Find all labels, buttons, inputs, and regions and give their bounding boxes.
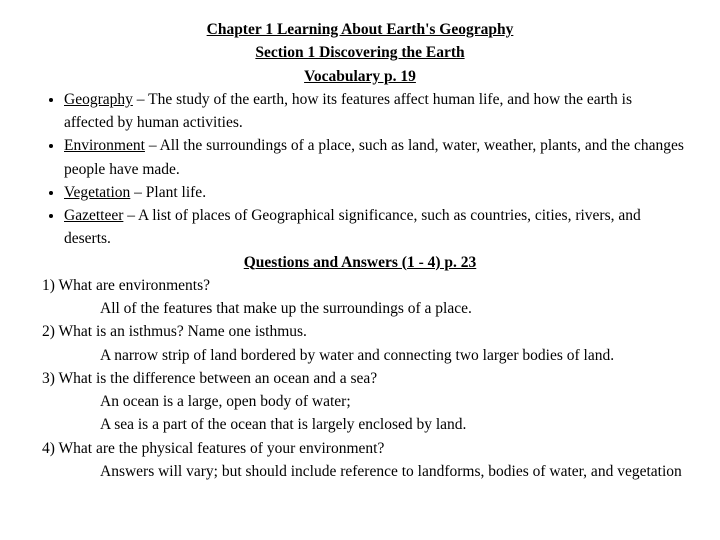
qa-question-text: What is the difference between an ocean … [59, 370, 378, 387]
vocab-item: Vegetation – Plant life. [64, 181, 684, 204]
vocab-term: Vegetation [64, 184, 130, 201]
vocab-list: Geography – The study of the earth, how … [36, 88, 684, 251]
section-title: Section 1 Discovering the Earth [36, 41, 684, 64]
vocab-definition: – Plant life. [130, 184, 206, 201]
vocab-term: Environment [64, 137, 145, 154]
vocab-heading: Vocabulary p. 19 [36, 65, 684, 88]
vocab-definition: – The study of the earth, how its featur… [64, 91, 632, 131]
qa-answer: A sea is a part of the ocean that is lar… [36, 413, 684, 436]
vocab-item: Geography – The study of the earth, how … [64, 88, 684, 135]
qa-number: 2) [42, 323, 55, 340]
qa-question: 3) What is the difference between an oce… [36, 367, 684, 390]
qa-question: 1) What are environments? [36, 274, 684, 297]
qa-answer: All of the features that make up the sur… [36, 297, 684, 320]
qa-answer: A narrow strip of land bordered by water… [36, 344, 684, 367]
chapter-title: Chapter 1 Learning About Earth's Geograp… [36, 18, 684, 41]
vocab-item: Environment – All the surroundings of a … [64, 134, 684, 181]
qa-question: 4) What are the physical features of you… [36, 437, 684, 460]
qa-question-text: What are the physical features of your e… [59, 440, 385, 457]
qa-number: 1) [42, 277, 55, 294]
qa-question-text: What is an isthmus? Name one isthmus. [59, 323, 307, 340]
qa-question-text: What are environments? [59, 277, 211, 294]
vocab-term: Gazetteer [64, 207, 123, 224]
vocab-term: Geography [64, 91, 133, 108]
vocab-definition: – A list of places of Geographical signi… [64, 207, 641, 247]
vocab-item: Gazetteer – A list of places of Geograph… [64, 204, 684, 251]
qa-heading: Questions and Answers (1 - 4) p. 23 [36, 251, 684, 274]
qa-answer: Answers will vary; but should include re… [36, 460, 684, 483]
vocab-definition: – All the surroundings of a place, such … [64, 137, 684, 177]
qa-number: 4) [42, 440, 55, 457]
qa-list: 1) What are environments?All of the feat… [36, 274, 684, 483]
qa-question: 2) What is an isthmus? Name one isthmus. [36, 320, 684, 343]
qa-number: 3) [42, 370, 55, 387]
qa-answer: An ocean is a large, open body of water; [36, 390, 684, 413]
